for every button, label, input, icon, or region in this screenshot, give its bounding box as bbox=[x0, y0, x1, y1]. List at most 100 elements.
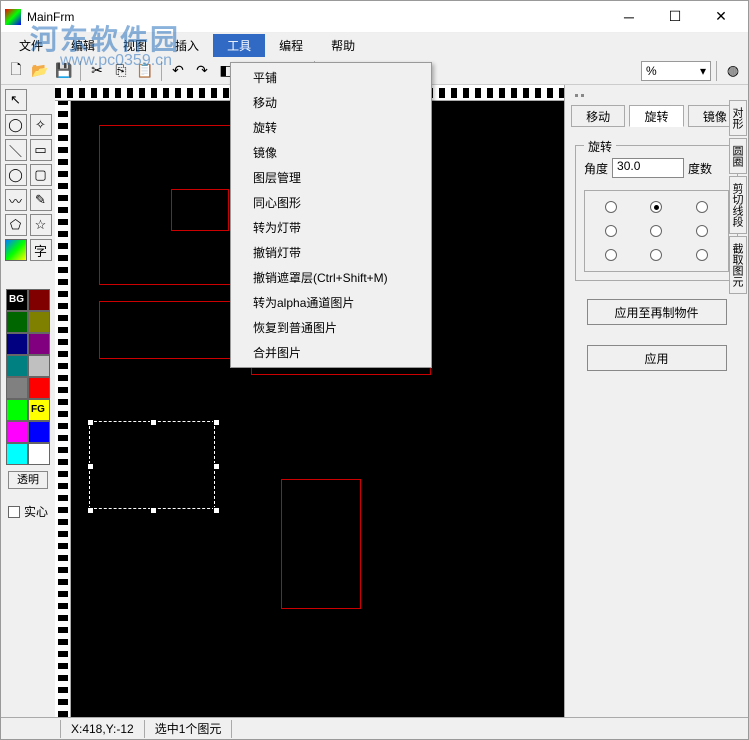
color-swatch-8[interactable] bbox=[6, 377, 28, 399]
line-tool-icon[interactable]: ＼ bbox=[5, 139, 27, 161]
status-selection: 选中1个图元 bbox=[145, 720, 233, 738]
color-swatch-10[interactable] bbox=[6, 399, 28, 421]
menu-2[interactable]: 视图 bbox=[109, 34, 161, 57]
resize-handle-2[interactable] bbox=[213, 419, 220, 426]
rectsel-tool-icon[interactable]: ▭ bbox=[30, 139, 52, 161]
text-tool-icon[interactable]: 字 bbox=[30, 239, 52, 261]
menu-6[interactable]: 帮助 bbox=[317, 34, 369, 57]
oval-tool-icon[interactable]: ◯ bbox=[5, 164, 27, 186]
dropdown-item-8[interactable]: 撤销遮罩层(Ctrl+Shift+M) bbox=[233, 265, 429, 290]
menu-0[interactable]: 文件 bbox=[5, 34, 57, 57]
pivot-radio-7[interactable] bbox=[650, 249, 662, 261]
side-tab-2[interactable]: 剪切线段 bbox=[729, 176, 747, 234]
pivot-radio-1[interactable] bbox=[650, 201, 662, 213]
tool-g-icon[interactable]: ◍ bbox=[722, 60, 744, 82]
arrow-tool-icon[interactable]: ↖ bbox=[5, 89, 27, 111]
tool-grid: ↖ ◯ ✧ ＼ ▭ ◯ ▢ 〰 ✎ ⬠ ☆ 字 bbox=[5, 89, 52, 261]
side-tab-3[interactable]: 截取图元 bbox=[729, 236, 747, 294]
shape-rect-1[interactable] bbox=[171, 189, 229, 231]
curve-tool-icon[interactable]: 〰 bbox=[5, 189, 27, 211]
color-swatch-6[interactable] bbox=[6, 355, 28, 377]
pivot-radio-0[interactable] bbox=[605, 201, 617, 213]
pivot-radio-3[interactable] bbox=[605, 225, 617, 237]
color-swatch-4[interactable] bbox=[6, 333, 28, 355]
resize-handle-0[interactable] bbox=[87, 419, 94, 426]
menu-4[interactable]: 工具 bbox=[213, 34, 265, 57]
color-swatch-0[interactable]: BG bbox=[6, 289, 28, 311]
tool-b-icon[interactable]: ↷ bbox=[191, 60, 213, 82]
resize-handle-7[interactable] bbox=[213, 507, 220, 514]
resize-handle-1[interactable] bbox=[150, 419, 157, 426]
maximize-button[interactable]: ☐ bbox=[652, 2, 698, 32]
color-swatch-9[interactable] bbox=[28, 377, 50, 399]
pivot-radio-5[interactable] bbox=[696, 225, 708, 237]
color-swatch-15[interactable] bbox=[28, 443, 50, 465]
dropdown-item-5[interactable]: 同心图形 bbox=[233, 190, 429, 215]
pen-tool-icon[interactable]: ✎ bbox=[30, 189, 52, 211]
dropdown-item-9[interactable]: 转为alpha通道图片 bbox=[233, 290, 429, 315]
angle-input[interactable]: 30.0 bbox=[612, 158, 684, 178]
open-icon[interactable]: 📂 bbox=[29, 60, 51, 82]
color-swatch-2[interactable] bbox=[6, 311, 28, 333]
tab-旋转[interactable]: 旋转 bbox=[629, 105, 683, 127]
color-swatch-3[interactable] bbox=[28, 311, 50, 333]
color-swatch-13[interactable] bbox=[28, 421, 50, 443]
tab-移动[interactable]: 移动 bbox=[571, 105, 625, 127]
menu-5[interactable]: 编程 bbox=[265, 34, 317, 57]
gradient-tool-icon[interactable] bbox=[5, 239, 27, 261]
angle-row: 角度 30.0 度数 bbox=[584, 158, 729, 178]
resize-handle-4[interactable] bbox=[213, 463, 220, 470]
side-tab-0[interactable]: 对形 bbox=[729, 100, 747, 136]
tool-a-icon[interactable]: ↶ bbox=[167, 60, 189, 82]
shape-rect-4[interactable] bbox=[281, 479, 361, 609]
paste-icon[interactable]: 📋 bbox=[134, 60, 156, 82]
apply-button[interactable]: 应用 bbox=[587, 345, 727, 371]
menu-3[interactable]: 插入 bbox=[161, 34, 213, 57]
color-swatch-12[interactable] bbox=[6, 421, 28, 443]
color-swatch-7[interactable] bbox=[28, 355, 50, 377]
color-swatch-14[interactable] bbox=[6, 443, 28, 465]
panel-grip[interactable] bbox=[571, 91, 742, 99]
solid-checkbox[interactable]: 实心 bbox=[8, 503, 48, 520]
save-icon[interactable]: 💾 bbox=[53, 60, 75, 82]
dropdown-item-3[interactable]: 镜像 bbox=[233, 140, 429, 165]
resize-handle-6[interactable] bbox=[150, 507, 157, 514]
side-tabs: 对形圆圈剪切线段截取图元 bbox=[729, 100, 747, 294]
selected-rect[interactable] bbox=[89, 421, 215, 509]
copy-icon[interactable]: ⎘ bbox=[110, 60, 132, 82]
dropdown-item-7[interactable]: 撤销灯带 bbox=[233, 240, 429, 265]
new-icon[interactable]: 🗋 bbox=[5, 60, 27, 82]
minimize-button[interactable]: ─ bbox=[606, 2, 652, 32]
sep bbox=[716, 61, 717, 81]
magic-tool-icon[interactable]: ✧ bbox=[30, 114, 52, 136]
star-tool-icon[interactable]: ☆ bbox=[30, 214, 52, 236]
dropdown-item-6[interactable]: 转为灯带 bbox=[233, 215, 429, 240]
resize-handle-3[interactable] bbox=[87, 463, 94, 470]
zoom-combo[interactable]: %▾ bbox=[641, 61, 711, 81]
dropdown-item-1[interactable]: 移动 bbox=[233, 90, 429, 115]
lasso-tool-icon[interactable]: ◯ bbox=[5, 114, 27, 136]
menu-1[interactable]: 编辑 bbox=[57, 34, 109, 57]
dropdown-item-11[interactable]: 合并图片 bbox=[233, 340, 429, 365]
window-title: MainFrm bbox=[27, 10, 606, 24]
apply-copy-button[interactable]: 应用至再制物件 bbox=[587, 299, 727, 325]
pivot-radio-6[interactable] bbox=[605, 249, 617, 261]
dropdown-item-2[interactable]: 旋转 bbox=[233, 115, 429, 140]
dropdown-item-10[interactable]: 恢复到普通图片 bbox=[233, 315, 429, 340]
poly-tool-icon[interactable]: ⬠ bbox=[5, 214, 27, 236]
color-swatch-1[interactable] bbox=[28, 289, 50, 311]
close-button[interactable]: ✕ bbox=[698, 2, 744, 32]
angle-unit: 度数 bbox=[688, 160, 712, 177]
resize-handle-5[interactable] bbox=[87, 507, 94, 514]
color-swatch-11[interactable]: FG bbox=[28, 399, 50, 421]
dropdown-item-0[interactable]: 平铺 bbox=[233, 65, 429, 90]
pivot-radio-4[interactable] bbox=[650, 225, 662, 237]
color-swatch-5[interactable] bbox=[28, 333, 50, 355]
transparent-button[interactable]: 透明 bbox=[8, 471, 48, 489]
rect-tool-icon[interactable]: ▢ bbox=[30, 164, 52, 186]
pivot-radio-8[interactable] bbox=[696, 249, 708, 261]
pivot-radio-2[interactable] bbox=[696, 201, 708, 213]
cut-icon[interactable]: ✂ bbox=[86, 60, 108, 82]
side-tab-1[interactable]: 圆圈 bbox=[729, 138, 747, 174]
dropdown-item-4[interactable]: 图层管理 bbox=[233, 165, 429, 190]
